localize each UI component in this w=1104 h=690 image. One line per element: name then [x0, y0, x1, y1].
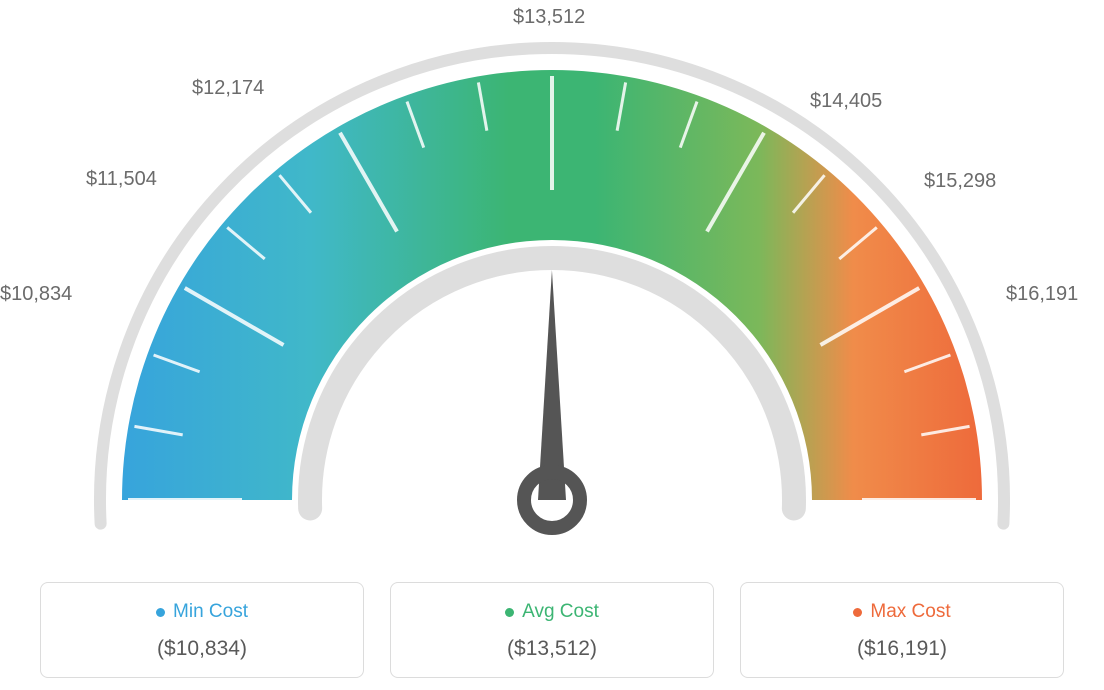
dot-icon: [156, 608, 165, 617]
legend-title-text: Min Cost: [173, 601, 248, 623]
gauge-tick-label: $16,191: [1006, 283, 1078, 306]
legend-card-max: Max Cost ($16,191): [740, 582, 1064, 678]
legend-title-text: Avg Cost: [522, 601, 599, 623]
legend-card-min: Min Cost ($10,834): [40, 582, 364, 678]
gauge-tick-label: $12,174: [192, 77, 264, 100]
gauge-svg: [0, 0, 1104, 560]
gauge-tick-label: $13,512: [513, 6, 585, 29]
legend-value-avg: ($13,512): [401, 637, 703, 661]
gauge-tick-label: $14,405: [810, 90, 882, 113]
legend-value-min: ($10,834): [51, 637, 353, 661]
legend-title-max: Max Cost: [853, 601, 950, 623]
legend-card-avg: Avg Cost ($13,512): [390, 582, 714, 678]
dot-icon: [505, 608, 514, 617]
cost-gauge-container: $10,834 $11,504 $12,174 $13,512 $14,405 $15,2…: [0, 0, 1104, 690]
legend-title-text: Max Cost: [870, 601, 950, 623]
legend-row: Min Cost ($10,834) Avg Cost ($13,512) Ma…: [40, 582, 1064, 678]
gauge-area: $10,834 $11,504 $12,174 $13,512 $14,405 $15,2…: [0, 0, 1104, 560]
legend-title-avg: Avg Cost: [505, 601, 599, 623]
gauge-tick-label: $10,834: [0, 283, 72, 306]
legend-title-min: Min Cost: [156, 601, 248, 623]
legend-value-max: ($16,191): [751, 637, 1053, 661]
dot-icon: [853, 608, 862, 617]
gauge-tick-label: $11,504: [86, 168, 157, 191]
gauge-tick-label: $15,298: [924, 170, 996, 193]
